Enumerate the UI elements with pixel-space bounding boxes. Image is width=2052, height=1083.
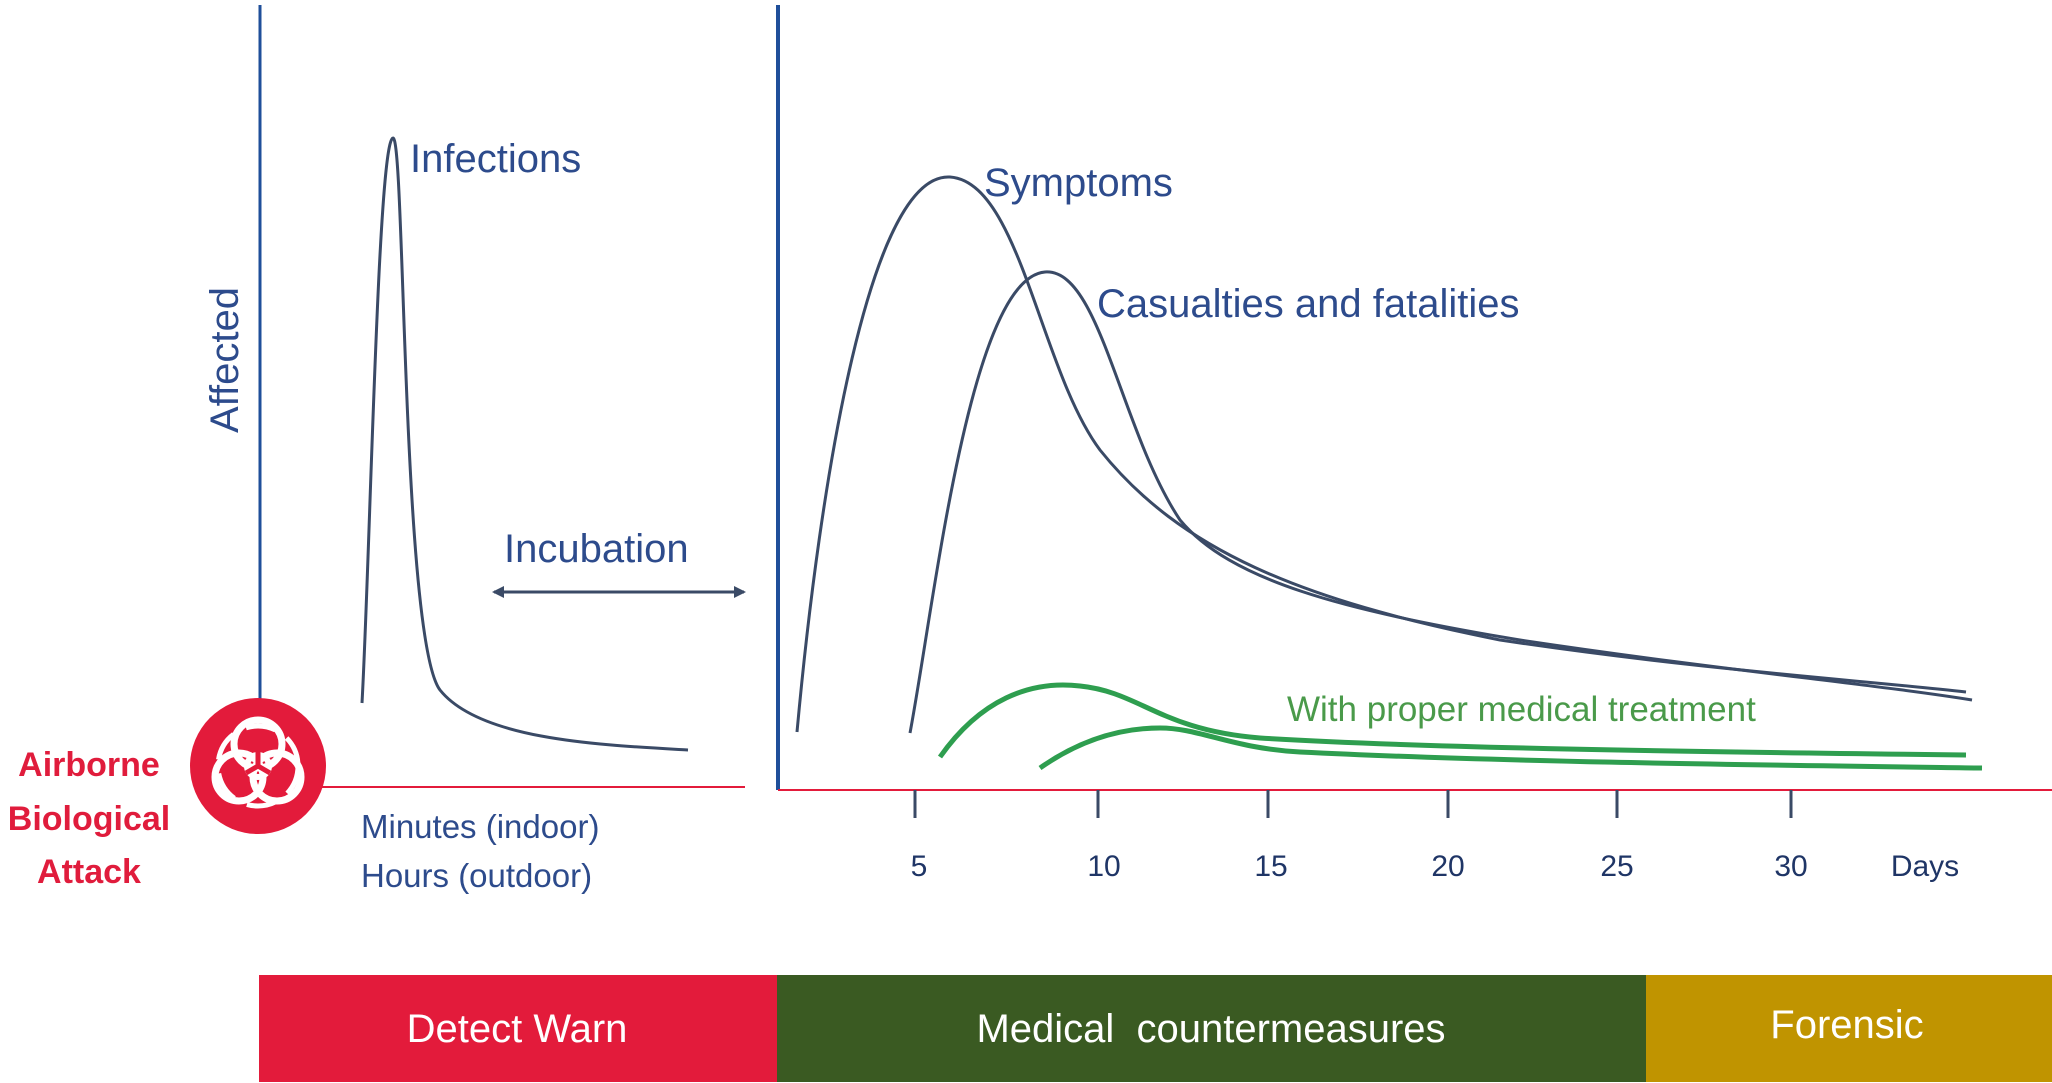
phase-label-medical-countermeasures: Medical countermeasures bbox=[976, 1007, 1445, 1051]
hours-label: Hours (outdoor) bbox=[361, 857, 592, 894]
tick-label: 10 bbox=[1087, 850, 1120, 883]
day-axis: 5 10 15 20 25 30 Days bbox=[911, 790, 1959, 883]
phase-forensic bbox=[1646, 975, 2052, 1082]
attack-label-line2: Biological bbox=[8, 800, 170, 838]
tick-label: 30 bbox=[1774, 850, 1807, 883]
phase-bar: Detect Warn Medical countermeasures Fore… bbox=[259, 975, 2052, 1082]
tick-label: 25 bbox=[1600, 850, 1633, 883]
tick-label: 15 bbox=[1254, 850, 1287, 883]
phase-label-forensic: Forensic bbox=[1770, 1003, 1923, 1047]
infections-curve bbox=[360, 136, 689, 752]
phase-label-detect-warn: Detect Warn bbox=[407, 1007, 628, 1051]
casualties-curve bbox=[908, 270, 1973, 734]
symptoms-curve bbox=[795, 175, 1967, 733]
incubation-label: Incubation bbox=[504, 527, 689, 571]
treated-symptoms-curve bbox=[937, 682, 1967, 759]
treated-casualties-curve bbox=[1038, 725, 1983, 771]
phase-detect-warn bbox=[259, 975, 777, 1082]
biohazard-icon bbox=[190, 698, 326, 834]
attack-label-line3: Attack bbox=[37, 853, 141, 891]
attack-label-line1: Airborne bbox=[18, 746, 160, 784]
days-unit-label: Days bbox=[1891, 850, 1959, 883]
phase-medical-countermeasures bbox=[777, 975, 1646, 1082]
tick-label: 20 bbox=[1431, 850, 1464, 883]
y-axis-label: Affected bbox=[203, 287, 247, 433]
symptoms-label: Symptoms bbox=[984, 161, 1173, 205]
tick-label: 5 bbox=[911, 850, 928, 883]
infections-label: Infections bbox=[410, 137, 581, 181]
minutes-label: Minutes (indoor) bbox=[361, 808, 599, 845]
treatment-label: With proper medical treatment bbox=[1287, 690, 1756, 729]
casualties-label: Casualties and fatalities bbox=[1097, 282, 1519, 326]
